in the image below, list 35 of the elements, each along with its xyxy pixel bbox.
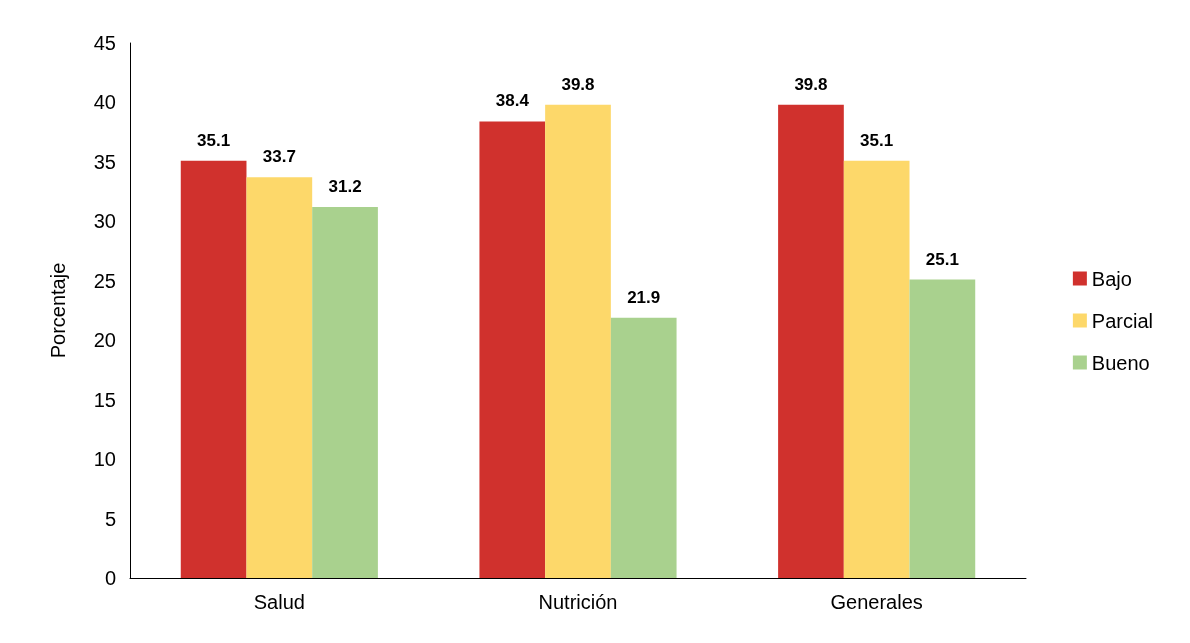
bar (610, 317, 677, 578)
data-label: 35.1 (197, 130, 231, 150)
legend-label: Bueno (1091, 351, 1150, 374)
y-tick-label: 0 (104, 567, 116, 589)
data-label: 38.4 (495, 91, 530, 111)
bar (312, 207, 378, 578)
y-axis-title: Porcentaje (47, 262, 69, 359)
legend-label: Parcial (1091, 309, 1154, 332)
data-label: 25.1 (925, 249, 959, 269)
data-label: 35.1 (860, 130, 894, 150)
y-tick-label: 5 (104, 507, 116, 530)
y-tick-label: 45 (93, 32, 116, 54)
data-label: 33.7 (262, 147, 296, 167)
bar (479, 121, 546, 578)
y-tick-label: 15 (93, 388, 116, 411)
y-tick-label: 10 (93, 448, 116, 471)
y-tick-label: 25 (93, 269, 116, 292)
bar (246, 177, 313, 578)
bar (843, 160, 910, 578)
y-tick-label: 40 (93, 91, 116, 114)
bar (909, 279, 976, 578)
y-tick-label: 35 (93, 150, 116, 173)
bar (545, 104, 611, 578)
x-tick-label: Nutrición (538, 591, 618, 613)
data-label: 31.2 (328, 177, 362, 197)
data-label: 39.8 (794, 74, 828, 94)
y-tick-label: 30 (93, 210, 116, 233)
data-label: 39.8 (561, 74, 595, 94)
y-tick-label: 20 (93, 329, 116, 352)
x-tick-label: Generales (830, 591, 923, 613)
legend-label: Bajo (1091, 267, 1132, 290)
x-tick-label: Salud (253, 591, 305, 613)
bar (778, 104, 844, 578)
data-label: 21.9 (627, 287, 661, 307)
bar (180, 160, 247, 578)
